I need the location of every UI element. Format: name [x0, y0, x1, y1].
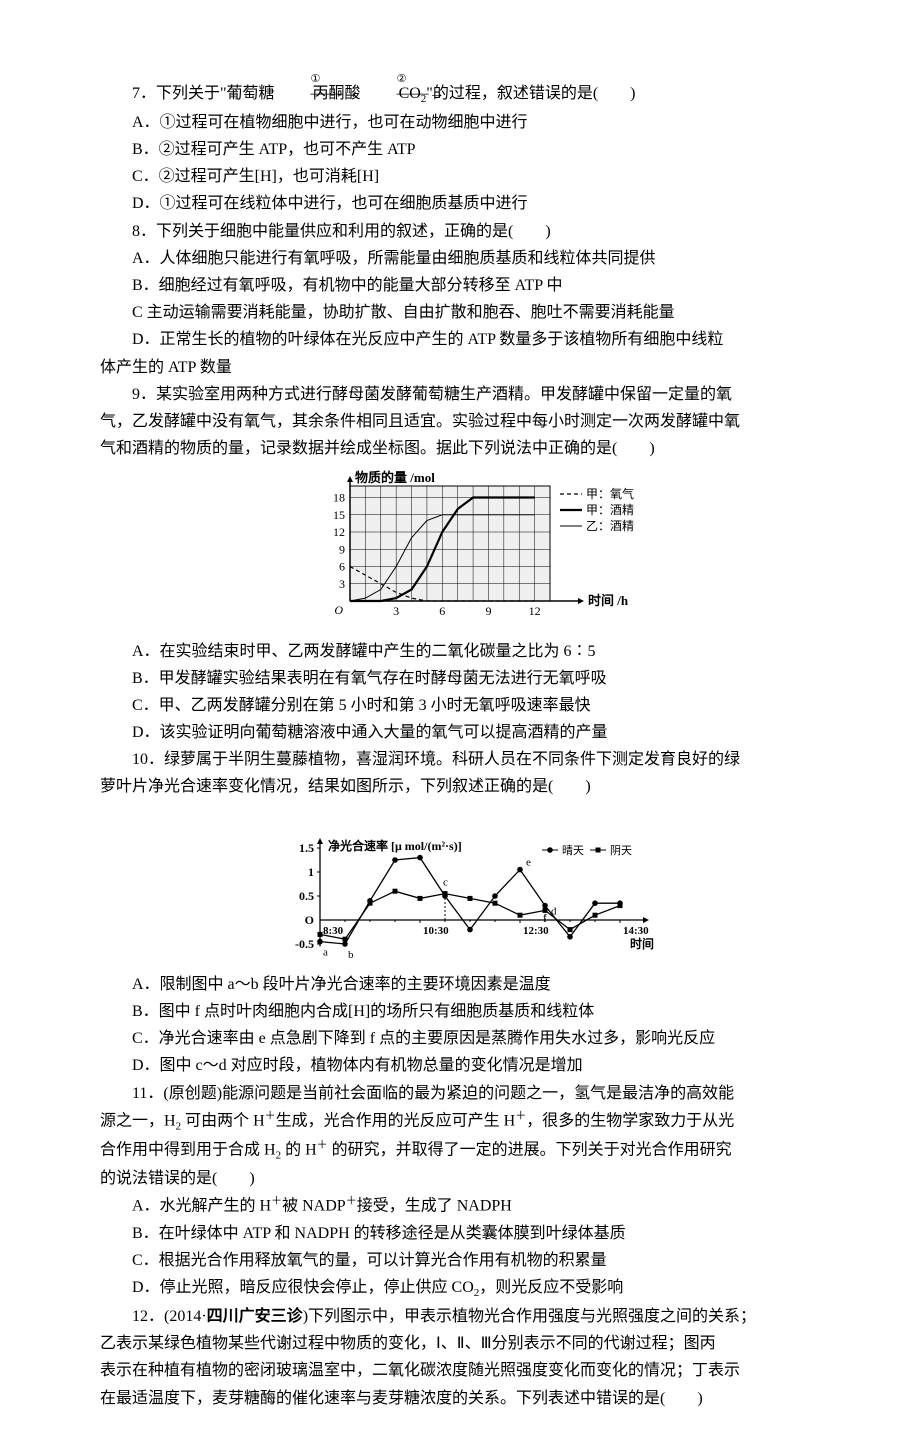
- svg-text:e: e: [526, 856, 531, 868]
- svg-text:0.5: 0.5: [299, 889, 314, 903]
- q8-stem: 8．下列关于细胞中能量供应和利用的叙述，正确的是( ): [100, 218, 850, 245]
- q11-c: C．根据光合作用释放氧气的量，可以计算光合作用有机物的积累量: [100, 1247, 850, 1274]
- q8-d1: D．正常生长的植物的叶绿体在光反应中产生的 ATP 数量多于该植物所有细胞中线粒: [100, 326, 850, 353]
- svg-text:a: a: [323, 946, 328, 958]
- svg-text:d: d: [551, 905, 557, 917]
- q11-d: D．停止光照，暗反应很快会停止，停止供应 CO2，则光反应不受影响: [100, 1274, 850, 1303]
- svg-text:b: b: [348, 949, 354, 960]
- svg-text:甲：酒精: 甲：酒精: [586, 503, 634, 517]
- svg-text:O: O: [334, 603, 343, 617]
- q7-stem: 7．下列关于"葡萄糖 ①――→ 丙酮酸 ②――→ CO2"的过程，叙述错误的是(…: [100, 80, 850, 109]
- svg-text:6: 6: [439, 604, 445, 618]
- svg-text:O: O: [305, 913, 314, 927]
- svg-text:1: 1: [308, 865, 314, 879]
- svg-text:1.5: 1.5: [299, 841, 314, 855]
- q9-chart: 3 6 9 12 15 18 3 6 9 12 O 物质的量 /mol 时间 /h 甲：氧气甲：酒精乙：酒…: [100, 466, 850, 635]
- q8-c: C 主动运输需要消耗能量，协助扩散、自由扩散和胞吞、胞吐不需要消耗能量: [100, 299, 850, 326]
- q9-c: C．甲、乙两发酵罐分别在第 5 小时和第 3 小时无氧呼吸速率最快: [100, 692, 850, 719]
- svg-text:-0.5: -0.5: [295, 937, 314, 951]
- svg-text:12: 12: [529, 604, 541, 618]
- q11-stem1: 11．(原创题)能源问题是当前社会面临的最为紧迫的问题之一，氢气是最洁净的高效能: [100, 1080, 850, 1107]
- svg-text:阴天: 阴天: [610, 844, 632, 857]
- q8-b: B．细胞经过有氧呼吸，有机物中的能量大部分转移至 ATP 中: [100, 272, 850, 299]
- svg-text:12: 12: [333, 525, 345, 539]
- q7-b: B．②过程可产生 ATP，也可不产生 ATP: [100, 136, 850, 163]
- svg-text:12:30: 12:30: [523, 925, 549, 937]
- q9-d: D．该实验证明向葡萄糖溶液中通入大量的氧气可以提高酒精的产量: [100, 719, 850, 746]
- svg-text:9: 9: [339, 543, 345, 557]
- q11-b: B．在叶绿体中 ATP 和 NADPH 的转移途径是从类囊体膜到叶绿体基质: [100, 1220, 850, 1247]
- svg-text:10:30: 10:30: [423, 925, 449, 937]
- svg-text:c: c: [443, 876, 448, 888]
- q11-a: A．水光解产生的 H＋被 NADP＋接受，生成了 NADPH: [100, 1192, 850, 1220]
- svg-text:时间 /h: 时间 /h: [588, 593, 629, 608]
- svg-text:甲：氧气: 甲：氧气: [586, 486, 634, 501]
- q9-stem3: 气和酒精的物质的量，记录数据并绘成坐标图。据此下列说法中正确的是( ): [100, 435, 850, 462]
- q12-stem4: 在最适温度下，麦芽糖酶的催化速率与麦芽糖浓度的关系。下列表述中错误的是( ): [100, 1385, 850, 1412]
- q10-a: A．限制图中 a～b 段叶片净光合速率的主要环境因素是温度: [100, 971, 850, 998]
- svg-text:3: 3: [393, 604, 399, 618]
- svg-text:晴天: 晴天: [562, 844, 584, 857]
- q9-b: B．甲发酵罐实验结果表明在有氧气存在时酵母菌无法进行无氧呼吸: [100, 665, 850, 692]
- svg-text:9: 9: [485, 604, 491, 618]
- q7-d: D．①过程可在线粒体中进行，也可在细胞质基质中进行: [100, 190, 850, 217]
- q12-stem2: 乙表示某绿色植物某些代谢过程中物质的变化，Ⅰ、Ⅱ、Ⅲ分别表示不同的代谢过程；图丙: [100, 1330, 850, 1357]
- svg-text:时间: 时间: [630, 936, 654, 951]
- q9-stem1: 9．某实验室用两种方式进行酵母菌发酵葡萄糖生产酒精。甲发酵罐中保留一定量的氧: [100, 381, 850, 408]
- svg-text:乙：酒精: 乙：酒精: [586, 519, 634, 533]
- q12-stem3: 表示在种植有植物的密闭玻璃温室中，二氧化碳浓度随光照强度变化而变化的情况；丁表示: [100, 1357, 850, 1384]
- q10-stem2: 萝叶片净光合速率变化情况，结果如图所示，下列叙述正确的是( ): [100, 773, 850, 800]
- q10-b: B．图中 f 点时叶肉细胞内合成[H]的场所只有细胞质基质和线粒体: [100, 998, 850, 1025]
- q11-stem3: 合作用中得到用于合成 H2 的 H＋ 的研究，并取得了一定的进展。下列关于对光合…: [100, 1136, 850, 1165]
- q11-stem4: 的说法错误的是( ): [100, 1165, 850, 1192]
- q8-a: A．人体细胞只能进行有氧呼吸，所需能量由细胞质基质和线粒体共同提供: [100, 245, 850, 272]
- svg-text:14:30: 14:30: [623, 925, 649, 937]
- q10-chart: -0.5O0.511.58:3010:3012:3014:30净光合速率 [μ …: [100, 805, 850, 969]
- q9-a: A．在实验结束时甲、乙两发酵罐中产生的二氧化碳量之比为 6∶5: [100, 638, 850, 665]
- svg-text:物质的量 /mol: 物质的量 /mol: [355, 470, 435, 485]
- q9-stem2: 气，乙发酵罐中没有氧气，其余条件相同且适宜。实验过程中每小时测定一次两发酵罐中氧: [100, 408, 850, 435]
- q11-stem2: 源之一，H2 可由两个 H＋生成，光合作用的光反应可产生 H＋，很多的生物学家致…: [100, 1107, 850, 1136]
- q12-stem1: 12．(2014·四川广安三诊)下列图示中，甲表示植物光合作用强度与光照强度之间…: [100, 1303, 850, 1330]
- q7-a: A．①过程可在植物细胞中进行，也可在动物细胞中进行: [100, 109, 850, 136]
- svg-text:净光合速率 [μ mol/(m²·s)]: 净光合速率 [μ mol/(m²·s)]: [328, 838, 462, 853]
- q10-d: D．图中 c～d 对应时段，植物体内有机物总量的变化情况是增加: [100, 1052, 850, 1079]
- svg-text:6: 6: [339, 560, 345, 574]
- q7-c: C．②过程可产生[H]，也可消耗[H]: [100, 163, 850, 190]
- q10-stem1: 10．绿萝属于半阴生蔓藤植物，喜湿润环境。科研人员在不同条件下测定发育良好的绿: [100, 746, 850, 773]
- svg-text:18: 18: [333, 491, 345, 505]
- svg-text:15: 15: [333, 508, 345, 522]
- svg-text:3: 3: [339, 577, 345, 591]
- q10-c: C．净光合速率由 e 点急剧下降到 f 点的主要原因是蒸腾作用失水过多，影响光反…: [100, 1025, 850, 1052]
- q8-d2: 体产生的 ATP 数量: [100, 354, 850, 381]
